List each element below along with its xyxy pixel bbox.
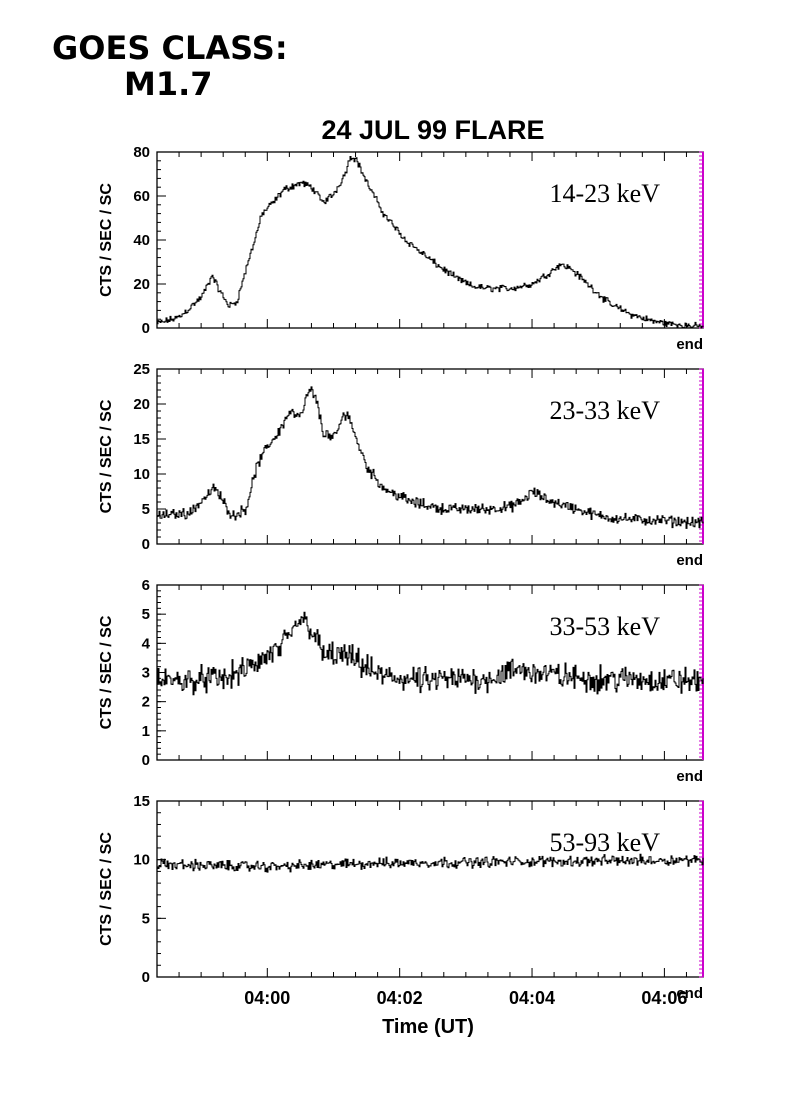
panel-2: 0 5 10 15 20 25 CTS / SEC / SC 23-33 keV end — [98, 361, 704, 569]
x-tick-label: 04:02 — [377, 988, 423, 1008]
goes-class-heading: GOES CLASS: — [52, 29, 288, 67]
y-tick-label: 3 — [142, 665, 150, 682]
y-tick-label: 10 — [133, 852, 150, 869]
x-tick-label: 04:04 — [509, 988, 555, 1008]
y-tick-label: 15 — [133, 431, 150, 448]
energy-band-label: 53-93 keV — [550, 828, 661, 857]
y-tick-label: 15 — [133, 793, 150, 810]
y-tick-label: 5 — [142, 606, 150, 623]
y-axis-label: CTS / SEC / SC — [98, 832, 115, 946]
y-tick-label: 0 — [142, 320, 150, 337]
end-label: end — [676, 768, 703, 785]
light-curve-trace — [157, 386, 704, 529]
light-curve-trace — [157, 853, 704, 873]
y-axis-label: CTS / SEC / SC — [98, 399, 115, 513]
panel-3: 0 1 2 3 4 5 6 CTS / SEC / SC 33-53 keV end — [98, 577, 704, 785]
y-tick-label: 5 — [142, 501, 150, 518]
x-axis-label: Time (UT) — [382, 1016, 474, 1038]
y-tick-label: 1 — [142, 723, 150, 740]
y-tick-label: 0 — [142, 752, 150, 769]
y-tick-label: 20 — [133, 276, 150, 293]
x-tick-label: 04:06 — [641, 988, 687, 1008]
end-label: end — [676, 552, 703, 569]
x-tick-label: 04:00 — [244, 988, 290, 1008]
y-tick-label: 40 — [133, 232, 150, 249]
y-tick-label: 60 — [133, 188, 150, 205]
y-tick-label: 25 — [133, 361, 150, 378]
y-tick-label: 6 — [142, 577, 150, 594]
y-axis-label: CTS / SEC / SC — [98, 183, 115, 297]
goes-class-value: M1.7 — [124, 65, 213, 103]
panel-4: 0 5 10 15 CTS / SEC / SC 53-93 keV end — [98, 793, 704, 1002]
panel-1: 0 20 40 60 80 CTS / SEC / SC 14-23 keV end — [98, 144, 704, 353]
y-tick-label: 0 — [142, 536, 150, 553]
chart-title: 24 JUL 99 FLARE — [321, 115, 544, 145]
energy-band-label: 23-33 keV — [550, 396, 661, 425]
y-tick-label: 10 — [133, 466, 150, 483]
y-tick-label: 0 — [142, 969, 150, 986]
y-tick-label: 20 — [133, 396, 150, 413]
end-label: end — [676, 985, 703, 1002]
light-curve-trace — [157, 156, 704, 329]
y-tick-label: 2 — [142, 694, 150, 711]
goes-class-label: GOES CLASS: M1.7 — [52, 30, 288, 102]
y-tick-label: 4 — [142, 635, 151, 652]
y-tick-label: 80 — [133, 144, 150, 161]
end-label: end — [676, 336, 703, 353]
energy-band-label: 14-23 keV — [550, 179, 661, 208]
energy-band-label: 33-53 keV — [550, 612, 661, 641]
y-tick-label: 5 — [142, 910, 150, 927]
light-curve-trace — [157, 611, 704, 696]
y-axis-label: CTS / SEC / SC — [98, 615, 115, 729]
